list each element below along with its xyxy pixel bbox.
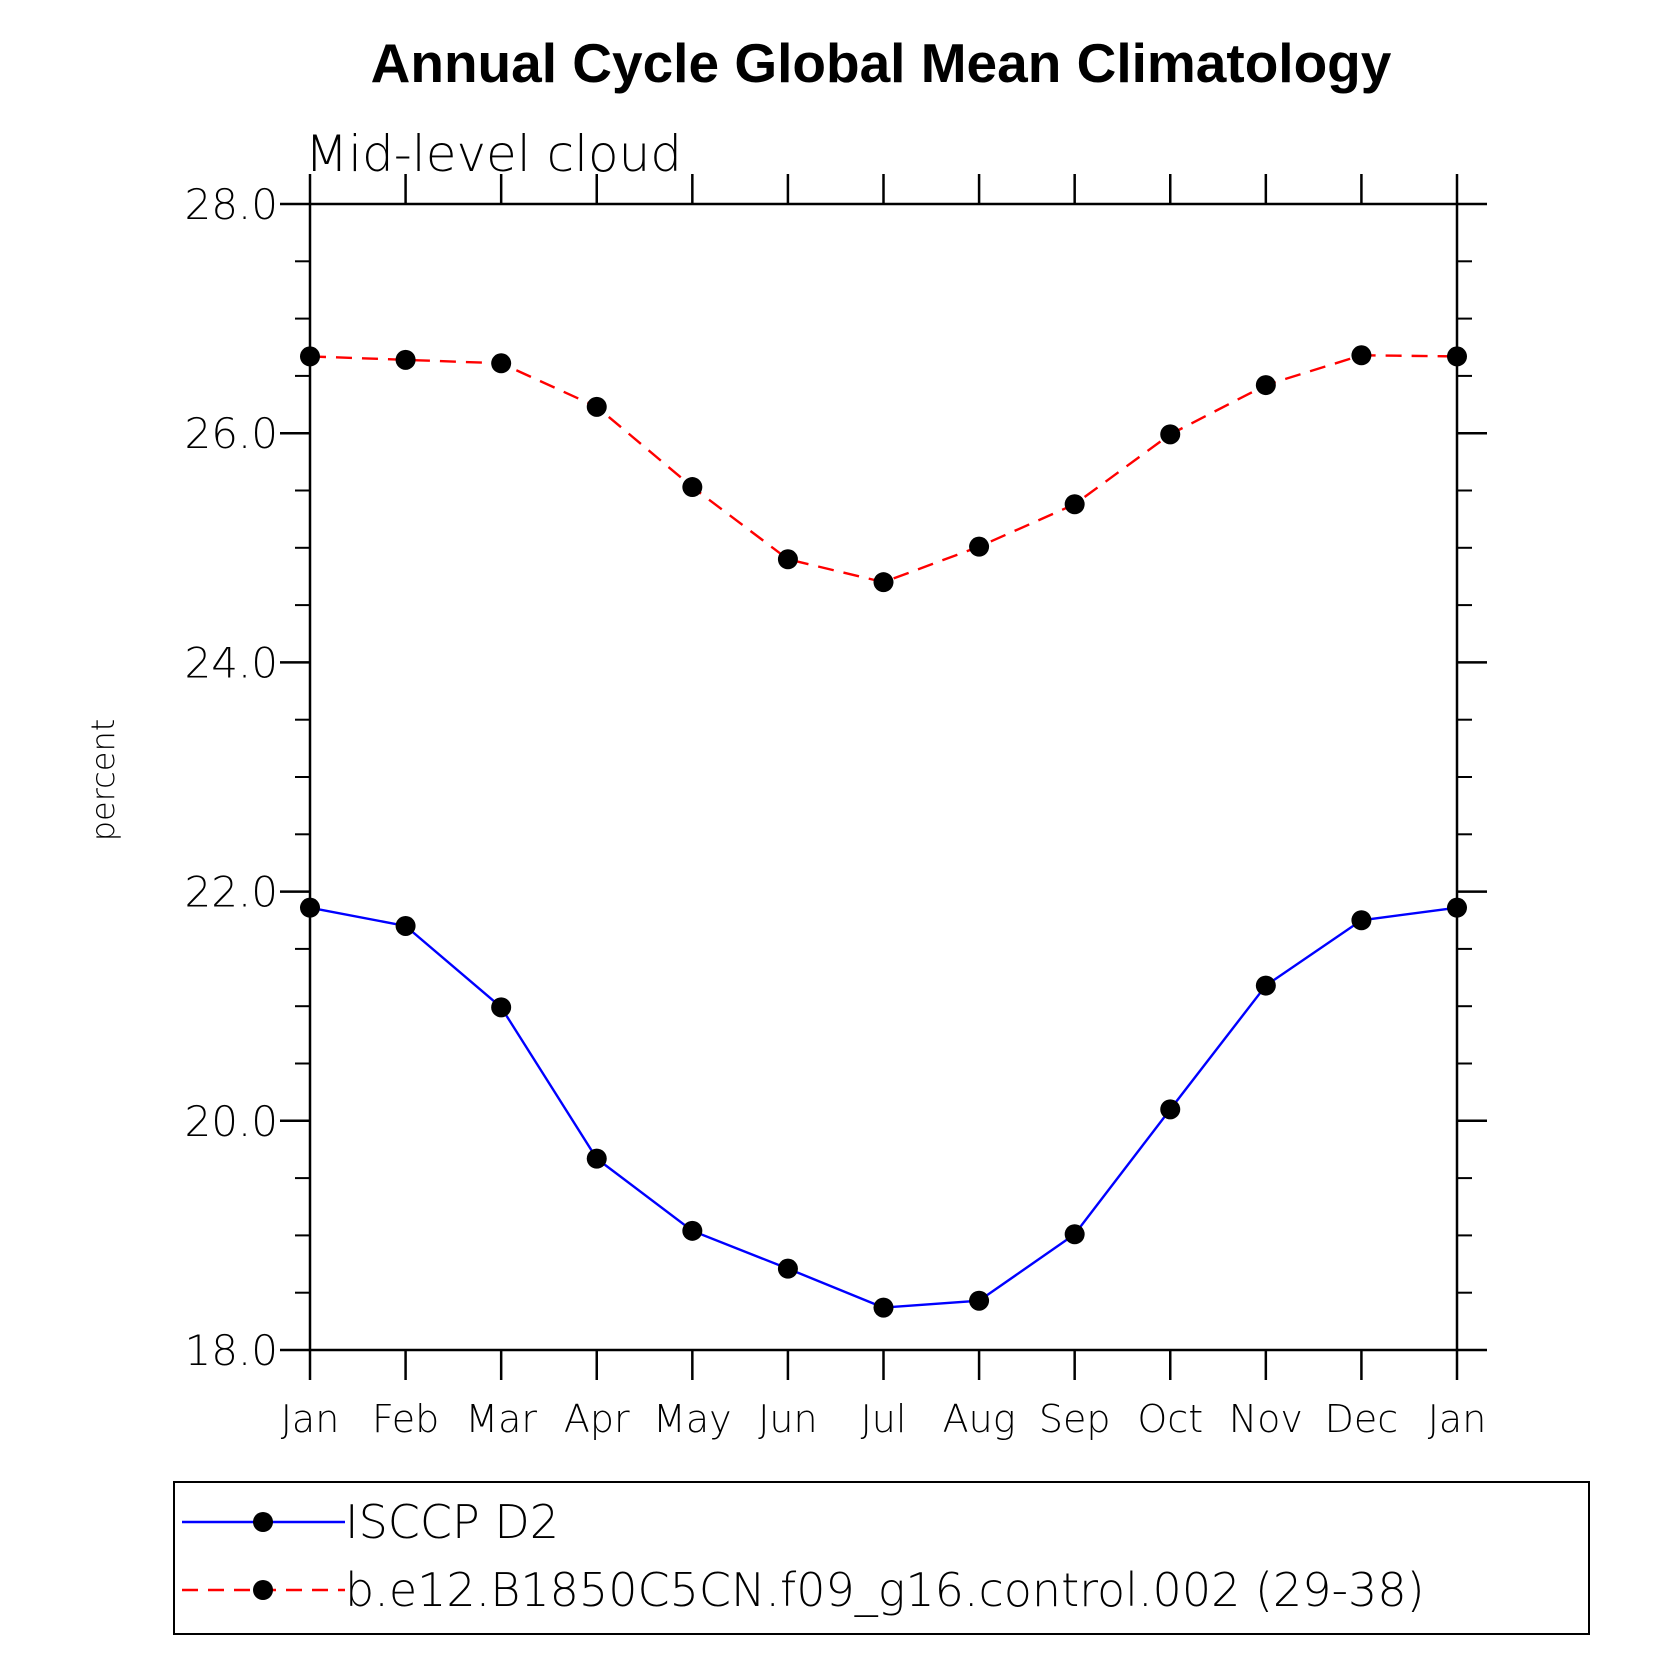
x-tick-marks — [308, 174, 1459, 1380]
x-tick-label: Nov — [1229, 1397, 1303, 1441]
data-point — [1064, 494, 1085, 515]
data-point — [395, 349, 416, 370]
x-tick-label: Aug — [943, 1397, 1016, 1441]
series-line — [309, 906, 1458, 1309]
data-point — [395, 915, 416, 936]
y-tick-label: 24.0 — [184, 638, 278, 687]
data-point — [1447, 346, 1467, 367]
y-tick-marks — [280, 202, 1487, 1352]
data-point — [1255, 975, 1276, 996]
data-point — [491, 997, 512, 1018]
data-point — [1351, 345, 1372, 366]
chart-subtitle: Mid-level cloud — [305, 125, 682, 183]
data-point — [300, 346, 320, 367]
series-line — [309, 354, 1458, 584]
chart-title: Annual Cycle Global Mean Climatology — [371, 32, 1392, 94]
y-axis-label: percent — [84, 719, 122, 842]
data-point — [682, 477, 703, 498]
data-point — [586, 1148, 607, 1169]
y-tick-label: 26.0 — [184, 409, 278, 458]
data-point — [300, 897, 320, 918]
x-tick-label: Jul — [861, 1397, 907, 1441]
x-tick-label: Jan — [1428, 1397, 1487, 1441]
data-point — [1160, 1099, 1181, 1120]
legend-marker-isccp — [253, 1512, 273, 1532]
data-point — [1351, 910, 1372, 931]
legend: ISCCP D2 b.e12.B1850C5CN.f09_g16.control… — [173, 1481, 1590, 1635]
y-tick-label: 28.0 — [184, 180, 278, 229]
data-point — [586, 396, 607, 417]
data-point — [1160, 424, 1181, 445]
x-tick-label: Feb — [372, 1397, 439, 1441]
y-tick-label: 18.0 — [184, 1326, 278, 1375]
x-tick-labels: Jan Feb Mar Apr May Jun Jul Aug Sep Oct Nov Dec Jan — [281, 1397, 1487, 1441]
y-tick-label: 22.0 — [184, 868, 278, 917]
x-tick-label: Jan — [281, 1397, 340, 1441]
x-tick-label: Jun — [758, 1397, 817, 1441]
data-point — [777, 549, 798, 570]
data-point — [777, 1258, 798, 1279]
legend-box — [173, 1481, 1590, 1635]
x-tick-label: Mar — [465, 1397, 537, 1441]
series-0 — [300, 897, 1467, 1318]
series-1 — [300, 345, 1467, 593]
data-point — [491, 353, 512, 374]
y-tick-label: 20.0 — [184, 1097, 278, 1146]
data-point — [969, 536, 990, 557]
series-layer — [300, 345, 1467, 1318]
data-point — [1064, 1224, 1085, 1245]
data-point — [873, 1297, 894, 1318]
x-tick-label: May — [653, 1397, 732, 1441]
x-tick-label: Oct — [1137, 1397, 1203, 1441]
x-tick-label: Dec — [1325, 1397, 1399, 1441]
data-point — [873, 572, 894, 593]
plot-border — [308, 202, 1459, 1352]
legend-label-isccp: ISCCP D2 — [345, 1495, 559, 1549]
plot-frame — [308, 202, 1459, 1352]
data-point — [969, 1290, 990, 1311]
legend-marker-model — [253, 1580, 273, 1600]
data-point — [1255, 375, 1276, 396]
x-tick-label: Apr — [564, 1397, 630, 1441]
data-point — [682, 1220, 703, 1241]
data-point — [1447, 897, 1467, 918]
legend-label-model: b.e12.B1850C5CN.f09_g16.control.002 (29-… — [345, 1563, 1425, 1617]
x-tick-label: Sep — [1039, 1397, 1111, 1441]
y-tick-labels: 18.0 20.0 22.0 24.0 26.0 28.0 — [184, 180, 278, 1375]
